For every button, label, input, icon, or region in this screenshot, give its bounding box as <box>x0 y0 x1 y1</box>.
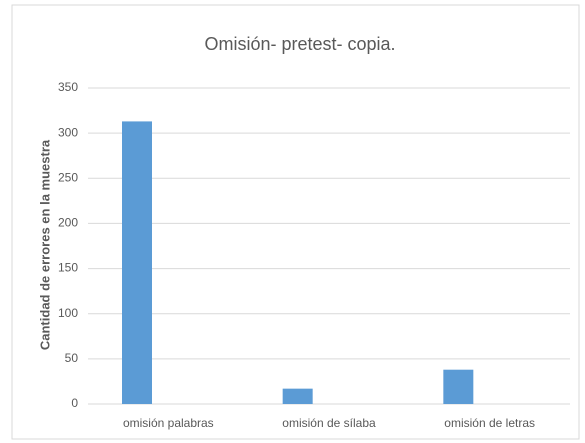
y-tick-label: 250 <box>58 170 78 184</box>
y-tick-label: 0 <box>71 396 78 410</box>
y-tick-label: 150 <box>58 261 78 275</box>
y-axis-label: Cantidad de errores en la muestra <box>37 139 52 350</box>
y-tick-label: 350 <box>58 80 78 94</box>
chart-title: Omisión- pretest- copia. <box>204 34 395 54</box>
bar <box>122 121 152 405</box>
y-tick-label: 200 <box>58 216 78 230</box>
bar <box>443 369 474 404</box>
y-tick-label: 100 <box>58 306 78 320</box>
y-tick-label: 300 <box>58 125 78 139</box>
x-tick-label: omisión palabras <box>123 416 214 430</box>
bar <box>282 388 313 404</box>
x-tick-label: omisión de letras <box>444 416 535 430</box>
chart-frame <box>11 4 580 440</box>
y-tick-label: 50 <box>65 351 79 365</box>
x-tick-label: omisión de sílaba <box>282 416 376 430</box>
